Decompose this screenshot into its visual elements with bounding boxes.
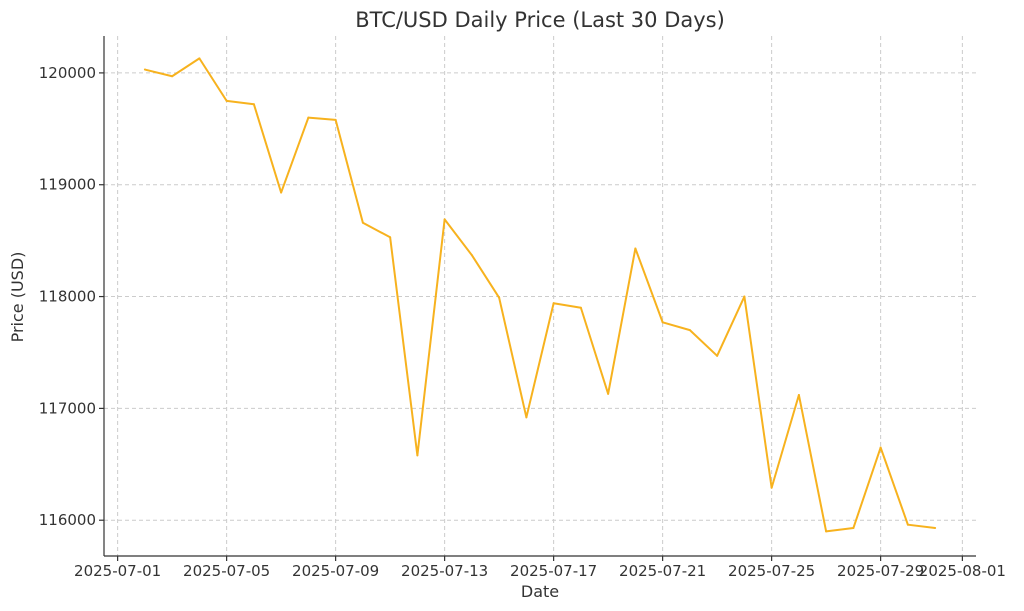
data-point bbox=[280, 191, 283, 194]
data-point bbox=[797, 393, 800, 396]
x-tick-label: 2025-07-09 bbox=[292, 562, 379, 580]
x-tick-label: 2025-08-01 bbox=[919, 562, 1006, 580]
grid-lines bbox=[104, 36, 976, 556]
data-point bbox=[716, 354, 719, 357]
x-tick-label: 2025-07-17 bbox=[510, 562, 597, 580]
chart-title: BTC/USD Daily Price (Last 30 Days) bbox=[355, 8, 725, 32]
data-point bbox=[607, 392, 610, 395]
x-tick-label: 2025-07-13 bbox=[401, 562, 488, 580]
y-axis-label: Price (USD) bbox=[8, 252, 27, 343]
x-tick-label: 2025-07-21 bbox=[619, 562, 706, 580]
price-series-line bbox=[144, 57, 936, 533]
y-tick-label: 118000 bbox=[39, 288, 96, 306]
data-point bbox=[688, 329, 691, 332]
x-tick-label: 2025-07-01 bbox=[74, 562, 161, 580]
data-point bbox=[934, 527, 937, 530]
data-point bbox=[825, 530, 828, 533]
data-point bbox=[252, 103, 255, 106]
data-point bbox=[879, 446, 882, 449]
data-point bbox=[307, 116, 310, 119]
y-tick-label: 117000 bbox=[39, 399, 96, 417]
series-group bbox=[143, 57, 937, 533]
data-point bbox=[389, 236, 392, 239]
data-point bbox=[498, 296, 501, 299]
data-point bbox=[334, 118, 337, 121]
data-point bbox=[198, 57, 201, 60]
data-point bbox=[579, 306, 582, 309]
data-point bbox=[416, 454, 419, 457]
data-point bbox=[852, 527, 855, 530]
data-point bbox=[470, 254, 473, 257]
data-point bbox=[552, 302, 555, 305]
x-tick-label: 2025-07-05 bbox=[183, 562, 270, 580]
x-tick-label: 2025-07-29 bbox=[837, 562, 924, 580]
y-tick-label: 120000 bbox=[39, 64, 96, 82]
data-point bbox=[525, 416, 528, 419]
data-point bbox=[361, 221, 364, 224]
data-point bbox=[770, 486, 773, 489]
y-tick-label: 116000 bbox=[39, 511, 96, 529]
data-point bbox=[225, 99, 228, 102]
axes bbox=[103, 36, 976, 557]
data-point bbox=[906, 523, 909, 526]
x-axis-label: Date bbox=[521, 582, 559, 601]
data-point bbox=[171, 75, 174, 78]
data-point bbox=[143, 68, 146, 71]
data-point bbox=[443, 218, 446, 221]
data-point bbox=[661, 321, 664, 324]
y-tick-label: 119000 bbox=[39, 176, 96, 194]
y-axis-ticks: 116000 117000 118000 119000 120000 bbox=[39, 64, 104, 529]
data-point bbox=[634, 247, 637, 250]
data-point bbox=[743, 295, 746, 298]
x-tick-label: 2025-07-25 bbox=[728, 562, 815, 580]
x-axis-ticks: 2025-07-01 2025-07-05 2025-07-09 2025-07-13… bbox=[74, 556, 1006, 580]
